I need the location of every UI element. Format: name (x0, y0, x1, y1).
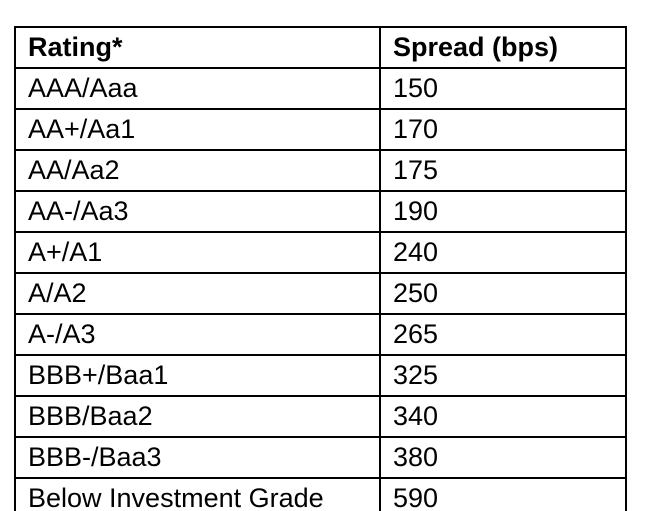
spread-cell: 590 (379, 477, 627, 511)
spread-cell: 250 (379, 272, 627, 315)
table-row: BBB+/Baa1 325 (14, 354, 627, 397)
rating-cell: BBB+/Baa1 (14, 354, 381, 397)
table-row: Below Investment Grade 590 (14, 477, 627, 511)
table-row: BBB/Baa2 340 (14, 395, 627, 438)
column-header-spread: Spread (bps) (379, 26, 627, 69)
table-row: A/A2 250 (14, 272, 627, 315)
rating-cell: Below Investment Grade (14, 477, 381, 511)
table-row: AA/Aa2 175 (14, 149, 627, 192)
spread-cell: 150 (379, 67, 627, 110)
rating-cell: A+/A1 (14, 231, 381, 274)
rating-cell: A-/A3 (14, 313, 381, 356)
table-header-row: Rating* Spread (bps) (14, 26, 627, 69)
table-row: AA+/Aa1 170 (14, 108, 627, 151)
rating-spread-table: Rating* Spread (bps) AAA/Aaa 150 AA+/Aa1… (14, 26, 627, 511)
table-row: BBB-/Baa3 380 (14, 436, 627, 479)
rating-cell: AAA/Aaa (14, 67, 381, 110)
rating-cell: A/A2 (14, 272, 381, 315)
spread-cell: 380 (379, 436, 627, 479)
spread-cell: 240 (379, 231, 627, 274)
spread-cell: 265 (379, 313, 627, 356)
spread-cell: 170 (379, 108, 627, 151)
table-row: A+/A1 240 (14, 231, 627, 274)
rating-cell: BBB/Baa2 (14, 395, 381, 438)
rating-cell: AA+/Aa1 (14, 108, 381, 151)
column-header-rating: Rating* (14, 26, 381, 69)
table-row: A-/A3 265 (14, 313, 627, 356)
spread-cell: 340 (379, 395, 627, 438)
table-row: AA-/Aa3 190 (14, 190, 627, 233)
rating-cell: AA/Aa2 (14, 149, 381, 192)
spread-cell: 175 (379, 149, 627, 192)
table-row: AAA/Aaa 150 (14, 67, 627, 110)
spread-cell: 190 (379, 190, 627, 233)
rating-cell: AA-/Aa3 (14, 190, 381, 233)
rating-cell: BBB-/Baa3 (14, 436, 381, 479)
spread-cell: 325 (379, 354, 627, 397)
